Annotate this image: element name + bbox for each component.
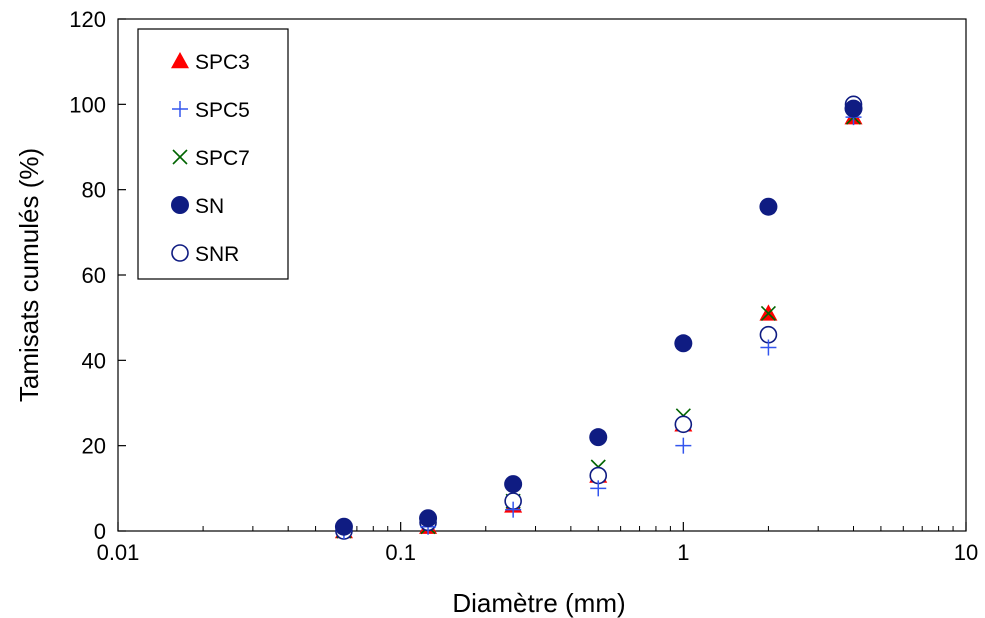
legend-marker-spc7 (172, 149, 188, 165)
legend-marker-snr (171, 244, 189, 262)
data-point-sn (844, 99, 863, 118)
x-axis-title: Diamètre (mm) (452, 588, 625, 618)
y-tick-label: 100 (69, 92, 106, 117)
data-points (334, 95, 863, 540)
legend-box (137, 28, 289, 280)
x-tick-label: 10 (954, 540, 978, 565)
x-axis: 0.01 0.1 1 10 (97, 522, 978, 565)
legend: SPC3 SPC5 SPC7 SN SNR (137, 28, 289, 280)
data-point-spc5 (760, 339, 777, 356)
data-point-spc5 (505, 501, 522, 518)
legend-marker-spc5 (172, 101, 188, 117)
data-point-sn (334, 517, 353, 536)
data-point-spc5 (590, 480, 607, 497)
y-axis-title: Tamisats cumulés (%) (14, 148, 44, 402)
data-point-snr (674, 415, 693, 434)
y-tick-label: 60 (82, 263, 106, 288)
data-point-spc5 (675, 437, 692, 454)
legend-label: SNR (195, 243, 239, 266)
y-axis: 0 20 40 60 80 100 120 (69, 7, 126, 544)
data-point-sn (504, 475, 523, 494)
legend-label: SN (195, 195, 224, 218)
x-tick-label: 0.01 (97, 540, 140, 565)
data-point-spc7 (760, 305, 776, 321)
y-tick-label: 40 (82, 348, 106, 373)
data-point-sn (674, 334, 693, 353)
data-point-sn (759, 197, 778, 216)
legend-marker-sn (171, 196, 189, 214)
legend-label: SPC7 (195, 147, 250, 170)
data-point-sn (419, 509, 438, 528)
y-tick-label: 20 (82, 434, 106, 459)
legend-label: SPC5 (195, 99, 250, 122)
x-tick-label: 1 (677, 540, 689, 565)
data-point-sn (589, 428, 608, 447)
x-tick-label: 0.1 (385, 540, 416, 565)
y-tick-label: 120 (69, 7, 106, 32)
y-tick-label: 0 (94, 519, 106, 544)
legend-marker-spc3 (171, 52, 189, 69)
legend-label: SPC3 (195, 51, 250, 74)
y-tick-label: 80 (82, 178, 106, 203)
